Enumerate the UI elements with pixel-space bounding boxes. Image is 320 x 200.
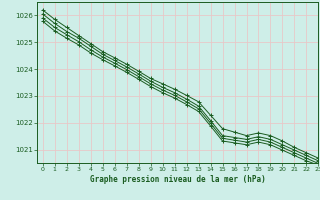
X-axis label: Graphe pression niveau de la mer (hPa): Graphe pression niveau de la mer (hPa): [90, 175, 266, 184]
